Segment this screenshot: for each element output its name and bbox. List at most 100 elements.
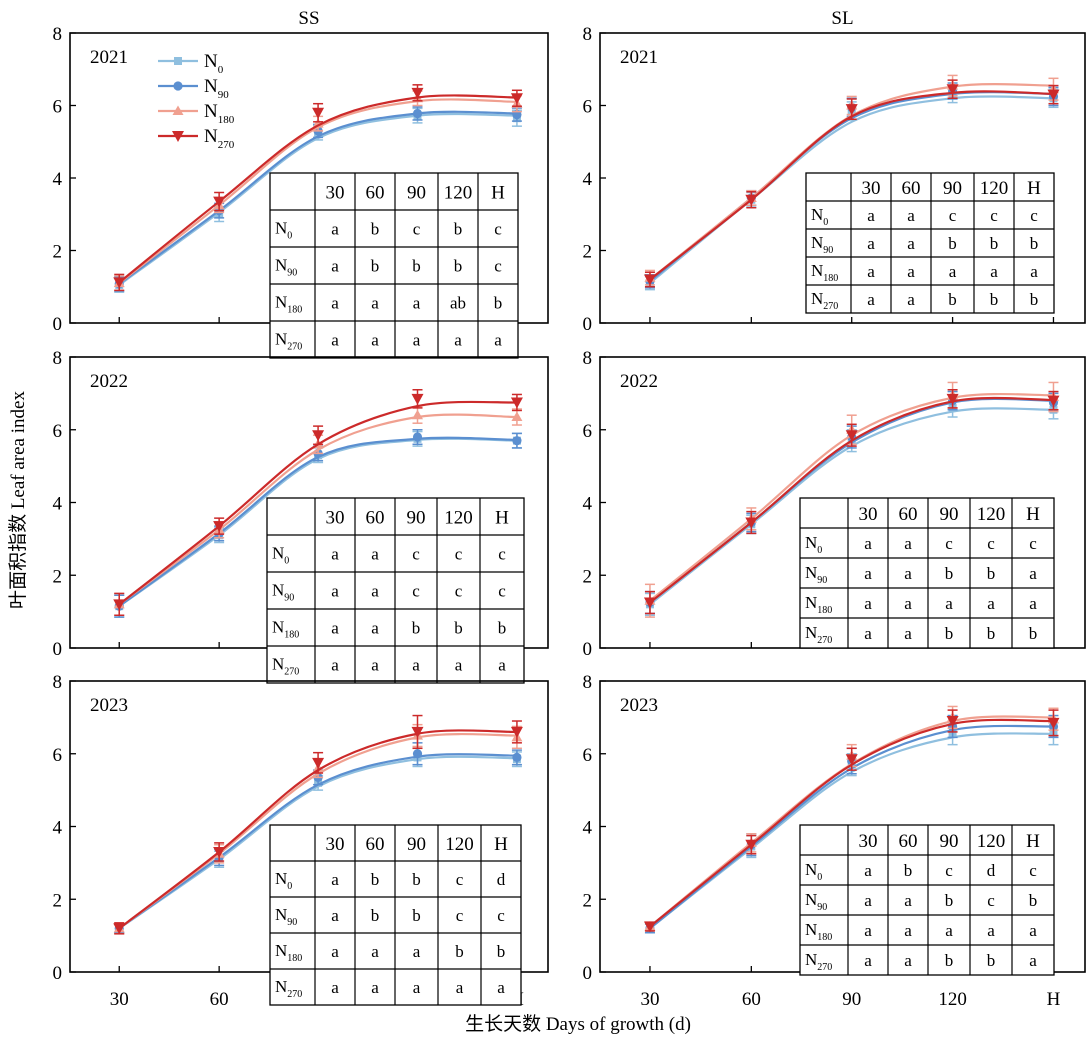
table-cell: a [990,262,998,281]
table-row-label: N0 [805,533,822,556]
table-cell: a [371,619,379,638]
table-cell: c [990,206,998,225]
table-cell: a [867,206,875,225]
table-row-label: N90 [275,256,297,279]
table-cell: b [945,951,954,970]
table-cell: a [864,891,872,910]
data-point [745,194,758,206]
table-cell: a [904,624,912,643]
y-tick-label: 0 [583,963,593,984]
table-cell: c [945,861,953,880]
table-cell: a [371,294,379,313]
table-cell: a [331,294,339,313]
data-point [745,839,758,851]
legend-marker [172,131,184,142]
table-border [799,824,1055,976]
table-cell: a [864,624,872,643]
table-row-label: N0 [275,219,292,242]
table-cell: a [864,534,872,553]
y-tick-label: 6 [583,421,593,442]
table-cell: a [904,594,912,613]
y-tick-label: 2 [583,242,593,263]
column-title: SL [831,8,853,29]
table-cell: b [455,942,464,961]
year-label: 2022 [90,371,128,392]
data-point [643,597,656,609]
y-tick-label: 8 [583,348,593,369]
year-label: 2022 [620,371,658,392]
table-cell: c [1030,206,1038,225]
y-tick-label: 2 [53,566,63,587]
series-n270 [643,709,1060,933]
table-cell: a [867,262,875,281]
table-cell: b [990,234,999,253]
table-cell: b [987,624,996,643]
y-tick-label: 0 [583,639,593,660]
series-n270 [643,388,1060,615]
table-cell: c [456,906,464,925]
table-cell: c [456,870,464,889]
table-cell: b [454,619,463,638]
y-tick-label: 4 [583,494,593,515]
table-header-cell: 90 [940,504,959,525]
table-border [805,172,1055,314]
data-point [113,599,126,611]
y-tick-label: 0 [583,314,593,335]
table-header-cell: 30 [326,183,345,204]
table-cell: a [864,564,872,583]
table-cell: d [497,870,506,889]
y-tick-label: 6 [53,745,63,766]
table-cell: a [413,978,421,997]
table-cell: b [454,220,463,239]
table-header-cell: 90 [407,183,426,204]
table-cell: a [331,942,339,961]
y-tick-label: 2 [53,242,63,263]
data-point [946,716,959,728]
y-tick-label: 8 [583,672,593,693]
table-cell: b [497,942,506,961]
y-tick-label: 4 [53,818,63,839]
table-cell: a [945,921,953,940]
table-cell: a [331,582,339,601]
table-cell: c [498,545,506,564]
table-cell: a [371,545,379,564]
table-row-label: N270 [275,977,302,1000]
table-row-label: N180 [272,618,299,641]
y-tick-label: 4 [583,818,593,839]
table-cell: a [907,262,915,281]
table-cell: a [331,870,339,889]
data-point [411,726,424,738]
table-header-cell: 60 [899,504,918,525]
table-cell: a [498,656,506,675]
data-point [946,393,959,405]
data-point [412,432,423,442]
table-header-cell: 60 [366,834,385,855]
table-header-cell: 30 [326,508,345,529]
table-header-cell: 120 [444,508,473,529]
data-point [512,752,522,762]
table-cell: a [904,534,912,553]
y-tick-label: 4 [53,169,63,190]
table-cell: c [494,220,502,239]
table-header-cell: 30 [326,834,345,855]
legend-marker [173,81,183,91]
table-row-label: N270 [805,623,832,646]
table-cell: b [945,891,954,910]
table-cell: a [867,290,875,309]
data-point [411,87,424,99]
table-cell: a [907,290,915,309]
x-tick-label: 60 [210,989,229,1010]
series-line [118,436,517,608]
data-point [845,430,858,442]
data-point [1047,717,1060,729]
table-header-cell: H [1026,831,1040,852]
table-cell: a [987,594,995,613]
table-cell: a [331,257,339,276]
table-row-label: N270 [811,289,838,312]
y-tick-label: 4 [53,494,63,515]
table-cell: a [907,234,915,253]
table-header-cell: 120 [977,504,1006,525]
data-point [1047,89,1060,101]
